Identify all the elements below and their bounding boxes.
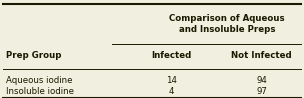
Text: Infected: Infected xyxy=(152,51,192,60)
Text: Insoluble iodine: Insoluble iodine xyxy=(6,87,74,96)
Text: Comparison of Aqueous
and Insoluble Preps: Comparison of Aqueous and Insoluble Prep… xyxy=(169,14,285,34)
Text: Not Infected: Not Infected xyxy=(231,51,292,60)
Text: 94: 94 xyxy=(256,76,267,85)
Text: 14: 14 xyxy=(166,76,177,85)
Text: 97: 97 xyxy=(256,87,267,96)
Text: Prep Group: Prep Group xyxy=(6,51,62,60)
Text: 4: 4 xyxy=(169,87,174,96)
Text: Aqueous iodine: Aqueous iodine xyxy=(6,76,73,85)
